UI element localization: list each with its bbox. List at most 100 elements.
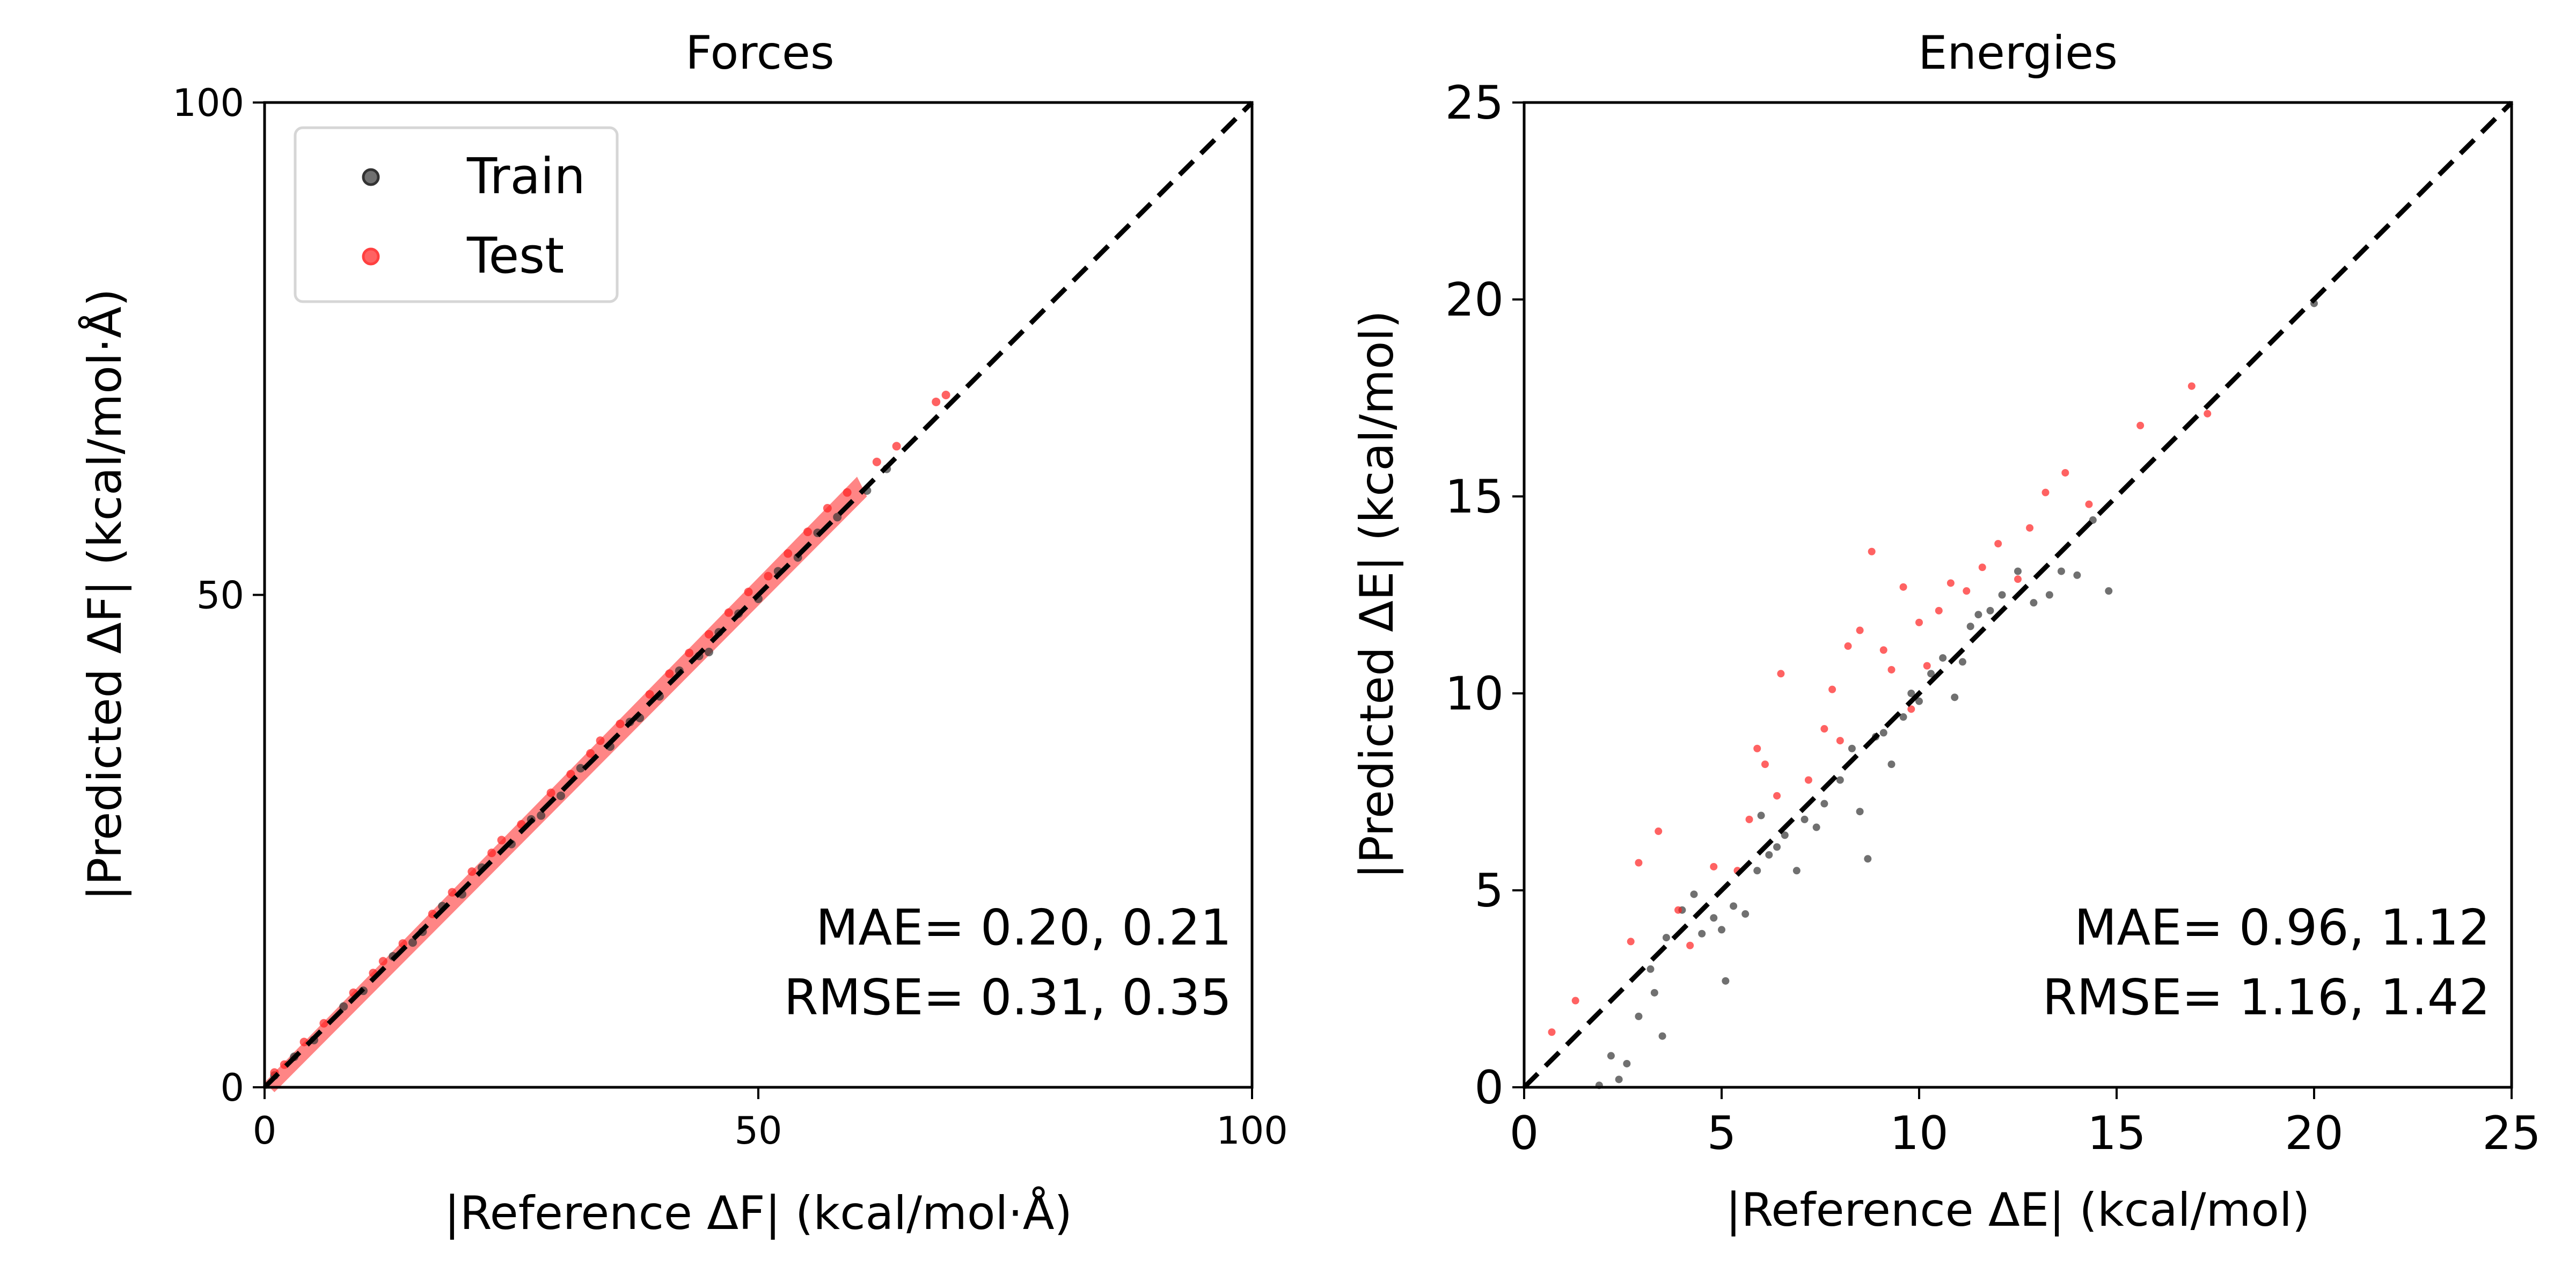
energies-train-point bbox=[2073, 571, 2081, 579]
energies-x-tick-label: 10 bbox=[1890, 1107, 1948, 1160]
forces-test-point bbox=[487, 848, 496, 858]
forces-train-point bbox=[537, 811, 546, 820]
forces-title: Forces bbox=[685, 26, 834, 80]
energies-train-point bbox=[1966, 623, 1974, 631]
energies-test-point bbox=[1686, 941, 1694, 949]
energies-test-point bbox=[2085, 500, 2093, 508]
energies-test-point bbox=[1879, 646, 1887, 654]
energies-test-point bbox=[1978, 564, 1986, 572]
energies-train-point bbox=[1662, 934, 1670, 942]
energies-train-point bbox=[2030, 599, 2038, 607]
energies-x-ticks: 0 5 10 15 20 25 bbox=[1510, 1087, 2541, 1160]
energies-train-point bbox=[1907, 690, 1915, 697]
forces-x-tick-label: 0 bbox=[253, 1109, 277, 1153]
energies-test-point bbox=[1994, 540, 2002, 548]
energies-x-tick-label: 15 bbox=[2087, 1107, 2146, 1160]
energies-test-point bbox=[1856, 626, 1864, 634]
energies-train-point bbox=[1773, 843, 1781, 851]
energies-test-point bbox=[2061, 469, 2069, 477]
energies-test-point bbox=[1836, 737, 1844, 745]
energies-axes-frame bbox=[1523, 101, 2513, 1089]
energies-mae-annotation: MAE= 0.96, 1.12 bbox=[2074, 899, 2490, 956]
energies-train-point bbox=[2105, 587, 2113, 595]
energies-train-point bbox=[1986, 606, 1994, 614]
energies-train-point bbox=[1615, 1075, 1623, 1084]
forces-y-axis-label: |Predicted ΔF| (kcal/mol·Å) bbox=[78, 289, 132, 901]
forces-train-point bbox=[576, 764, 585, 773]
energies-test-point bbox=[1963, 587, 1971, 595]
energies-train-point bbox=[1765, 851, 1773, 859]
energies-test-point bbox=[1753, 744, 1761, 752]
energies-train-point bbox=[1650, 989, 1658, 997]
forces-test-point bbox=[823, 504, 832, 513]
legend-test-marker bbox=[362, 247, 380, 266]
forces-test-point bbox=[378, 957, 387, 966]
energies-train-point bbox=[1915, 697, 1923, 705]
forces-test-point bbox=[705, 630, 713, 639]
energies-x-tick-label: 5 bbox=[1707, 1107, 1737, 1160]
energies-test-point bbox=[2204, 409, 2212, 418]
energies-train-point bbox=[2014, 567, 2022, 575]
energies-x-tick-label: 20 bbox=[2285, 1107, 2343, 1160]
energies-test-point bbox=[1548, 1028, 1556, 1036]
forces-test-point bbox=[616, 719, 625, 728]
legend-train-marker bbox=[362, 168, 380, 186]
energies-test-point bbox=[1899, 583, 1907, 591]
forces-test-point bbox=[764, 572, 773, 581]
forces-panel: Forces 0 50 100 0 50 100 |Reference ΔF| (kca… bbox=[78, 26, 1288, 1240]
energies-train-point bbox=[1974, 611, 1982, 619]
energies-train-point bbox=[1958, 658, 1966, 666]
forces-test-point bbox=[685, 648, 694, 657]
energies-test-point bbox=[1887, 665, 1896, 674]
energies-train-point bbox=[1820, 800, 1828, 808]
energies-test-point bbox=[2187, 382, 2196, 390]
energies-y-tick-label: 15 bbox=[1445, 470, 1504, 524]
forces-test-point bbox=[724, 608, 733, 617]
forces-test-point bbox=[497, 836, 506, 845]
energies-train-point bbox=[1836, 776, 1844, 784]
energies-train-point bbox=[1792, 867, 1801, 875]
forces-x-ticks: 0 50 100 bbox=[253, 1087, 1288, 1153]
forces-legend: Train Test bbox=[294, 126, 619, 303]
energies-train-point bbox=[1801, 815, 1809, 823]
energies-train-point bbox=[1998, 591, 2006, 599]
energies-train-point bbox=[1690, 890, 1698, 898]
legend-train-label: Train bbox=[466, 148, 586, 205]
forces-test-point bbox=[892, 442, 901, 451]
energies-test-point bbox=[1674, 906, 1682, 914]
energies-y-tick-label: 5 bbox=[1474, 864, 1504, 918]
energies-train-point bbox=[1722, 977, 1730, 985]
forces-test-point bbox=[645, 690, 654, 699]
energies-test-point bbox=[1907, 705, 1915, 713]
forces-train-point bbox=[339, 1002, 348, 1011]
forces-test-point bbox=[843, 488, 852, 497]
energies-train-point bbox=[1927, 670, 1935, 678]
energies-x-tick-label: 0 bbox=[1510, 1107, 1539, 1160]
forces-test-point bbox=[448, 888, 457, 897]
energies-test-point bbox=[1745, 815, 1753, 823]
forces-y-tick-label: 100 bbox=[172, 81, 244, 125]
energies-train-point bbox=[1757, 811, 1765, 819]
forces-rmse-annotation: RMSE= 0.31, 0.35 bbox=[784, 969, 1232, 1026]
forces-test-point bbox=[319, 1019, 328, 1028]
energies-test-point bbox=[1828, 685, 1836, 693]
energies-test-point bbox=[2026, 524, 2034, 532]
forces-x-tick-label: 50 bbox=[734, 1109, 782, 1153]
energies-test-point bbox=[1868, 547, 1876, 555]
energies-train-point bbox=[1607, 1052, 1615, 1060]
energies-test-point bbox=[2014, 575, 2022, 583]
energies-test-point bbox=[1946, 579, 1955, 587]
energies-test-point bbox=[1773, 792, 1781, 800]
energies-test-point bbox=[1761, 760, 1769, 769]
forces-train-point bbox=[833, 513, 842, 522]
forces-test-point bbox=[784, 549, 793, 558]
energies-train-point bbox=[1635, 1012, 1643, 1020]
forces-y-ticks: 0 50 100 bbox=[172, 81, 265, 1110]
energies-test-point bbox=[1777, 670, 1785, 678]
energies-test-point bbox=[1804, 776, 1812, 784]
forces-test-point bbox=[546, 788, 555, 797]
energies-train-point bbox=[1753, 867, 1761, 875]
energies-y-tick-label: 0 bbox=[1474, 1061, 1504, 1115]
energies-train-point bbox=[1698, 930, 1706, 938]
forces-x-axis-label: |Reference ΔF| (kcal/mol·Å) bbox=[444, 1186, 1072, 1240]
